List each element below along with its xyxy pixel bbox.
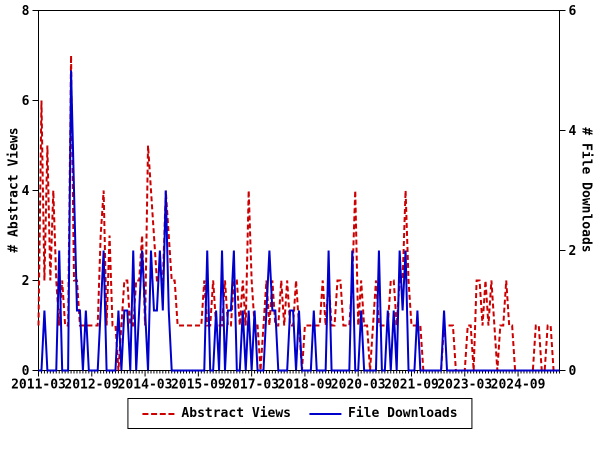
svg-text:2: 2 <box>22 274 30 289</box>
svg-text:2018-09: 2018-09 <box>278 378 333 393</box>
svg-text:2015-09: 2015-09 <box>171 378 226 393</box>
svg-text:4: 4 <box>22 184 30 199</box>
svg-text:6: 6 <box>569 4 577 19</box>
legend-label-abstract-views: Abstract Views <box>181 406 291 421</box>
svg-text:2024-09: 2024-09 <box>491 378 546 393</box>
svg-text:2020-03: 2020-03 <box>331 378 386 393</box>
svg-text:2014-03: 2014-03 <box>118 378 173 393</box>
left-axis-title: # Abstract Views <box>6 127 22 253</box>
legend-box: Abstract Views File Downloads <box>127 398 473 429</box>
svg-text:2012-09: 2012-09 <box>64 378 119 393</box>
svg-text:0: 0 <box>22 364 30 379</box>
svg-text:8: 8 <box>22 4 30 19</box>
svg-text:2017-03: 2017-03 <box>224 378 279 393</box>
legend-item-file-downloads: File Downloads <box>309 406 458 421</box>
svg-text:6: 6 <box>22 94 30 109</box>
svg-text:4: 4 <box>569 124 577 139</box>
legend-item-abstract-views: Abstract Views <box>142 406 291 421</box>
svg-text:2021-09: 2021-09 <box>384 378 439 393</box>
abstract-views-line-sample <box>142 412 175 415</box>
svg-text:2: 2 <box>569 244 577 259</box>
legend-label-file-downloads: File Downloads <box>348 406 458 421</box>
svg-text:2023-03: 2023-03 <box>437 378 492 393</box>
svg-text:0: 0 <box>569 364 577 379</box>
svg-text:2011-03: 2011-03 <box>11 378 66 393</box>
right-axis-title: # File Downloads <box>578 127 594 253</box>
file-downloads-line-sample <box>309 412 341 415</box>
